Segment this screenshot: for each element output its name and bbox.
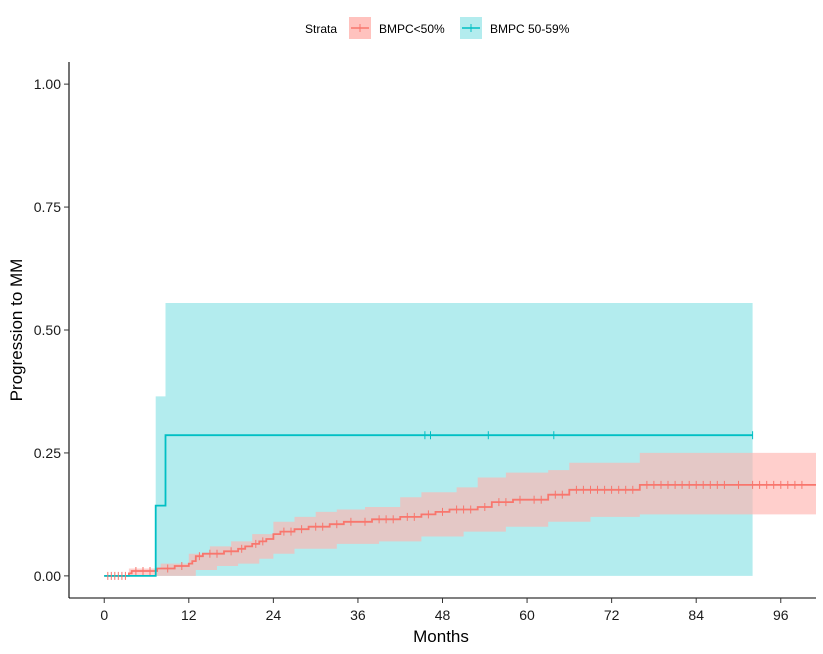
x-tick-label: 24 bbox=[266, 607, 282, 623]
x-tick-label: 0 bbox=[100, 607, 108, 623]
y-tick-label: 0.25 bbox=[34, 445, 61, 461]
legend-label-bmpc-lt50: BMPC<50% bbox=[379, 22, 445, 36]
legend: Strata BMPC<50% BMPC 50-59% bbox=[305, 17, 570, 39]
y-axis-title: Progression to MM bbox=[7, 259, 26, 402]
legend-label-bmpc-50-59: BMPC 50-59% bbox=[490, 22, 570, 36]
x-tick-label: 72 bbox=[604, 607, 620, 623]
ci-band-bmpc-lt50 bbox=[104, 452, 816, 576]
y-tick-label: 0.00 bbox=[34, 568, 61, 584]
censor-marks bbox=[107, 431, 803, 580]
x-tick-label: 12 bbox=[181, 607, 197, 623]
y-tick-label: 0.50 bbox=[34, 322, 61, 338]
axes: 0 12 24 36 48 60 72 84 96 0.00 0.25 0.50 0.75 1.00 bbox=[34, 62, 816, 623]
x-tick-label: 60 bbox=[519, 607, 535, 623]
x-axis-title: Months bbox=[413, 627, 469, 646]
y-tick-label: 1.00 bbox=[34, 76, 61, 92]
x-tick-label: 36 bbox=[350, 607, 366, 623]
x-tick-label: 84 bbox=[688, 607, 704, 623]
y-tick-label: 0.75 bbox=[34, 199, 61, 215]
confidence-bands bbox=[104, 303, 816, 576]
x-tick-label: 96 bbox=[773, 607, 789, 623]
series-line-bmpc-50-59 bbox=[104, 434, 753, 577]
legend-title: Strata bbox=[305, 22, 337, 36]
x-tick-label: 48 bbox=[435, 607, 451, 623]
